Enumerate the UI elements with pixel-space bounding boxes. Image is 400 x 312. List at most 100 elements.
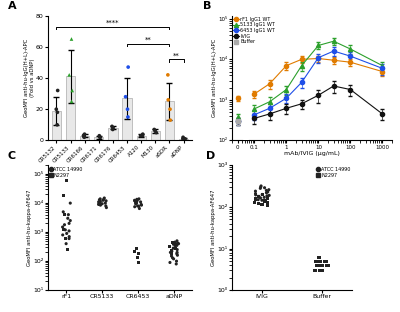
Bar: [122, 98, 132, 140]
Point: [252, 196, 259, 201]
Point: [134, 199, 140, 204]
Point: [61, 212, 68, 217]
Point: [136, 196, 142, 201]
Point: [64, 216, 71, 221]
Point: [68, 37, 75, 41]
Point: [263, 190, 270, 195]
Text: **: **: [145, 37, 152, 43]
Point: [258, 183, 264, 188]
Point: [264, 189, 271, 194]
Point: [61, 222, 68, 227]
Point: [132, 198, 138, 203]
Bar: [80, 136, 89, 140]
Point: [314, 259, 321, 264]
Point: [252, 191, 259, 196]
Point: [67, 201, 74, 206]
Point: [109, 124, 115, 129]
Point: [125, 65, 131, 70]
Point: [258, 185, 264, 190]
Point: [323, 259, 330, 264]
Point: [81, 135, 88, 140]
Point: [264, 193, 270, 198]
Point: [97, 196, 103, 201]
Point: [66, 221, 72, 226]
Point: [319, 268, 325, 273]
Point: [132, 204, 138, 209]
Point: [167, 107, 173, 112]
Point: [101, 196, 108, 201]
Point: [323, 259, 330, 264]
Bar: [108, 128, 118, 140]
Point: [54, 110, 60, 115]
Point: [66, 234, 72, 239]
Point: [138, 203, 145, 208]
Point: [314, 263, 320, 268]
Point: [170, 242, 177, 247]
Point: [133, 246, 140, 251]
Point: [96, 197, 103, 202]
Point: [136, 204, 142, 209]
Point: [110, 127, 116, 132]
Point: [59, 225, 66, 230]
Y-axis label: GeoMFI anti-hu-kappa-AF647: GeoMFI anti-hu-kappa-AF647: [211, 189, 216, 266]
Point: [261, 198, 268, 203]
Point: [252, 193, 259, 197]
Point: [318, 263, 324, 268]
Point: [63, 241, 69, 246]
Text: **: **: [173, 53, 180, 59]
Point: [132, 201, 139, 206]
Legend: rF1 IgG1 WT, 5133 IgG1 WT, 6453 IgG1 WT, IVIG, Buffer: rF1 IgG1 WT, 5133 IgG1 WT, 6453 IgG1 WT,…: [233, 17, 275, 45]
Point: [261, 185, 268, 190]
Point: [266, 193, 272, 198]
Point: [100, 145, 107, 150]
Point: [66, 72, 72, 77]
Point: [132, 249, 138, 254]
Point: [138, 133, 144, 138]
Text: ****: ****: [106, 20, 120, 26]
Bar: [94, 137, 104, 140]
Point: [96, 202, 102, 207]
Point: [170, 246, 176, 251]
Point: [312, 268, 318, 273]
Point: [255, 201, 261, 206]
Point: [132, 200, 139, 205]
Point: [60, 193, 66, 198]
Point: [173, 259, 180, 264]
Point: [62, 227, 68, 232]
Legend: ATCC 14990, N2297: ATCC 14990, N2297: [317, 167, 350, 178]
Point: [174, 238, 180, 243]
Point: [125, 115, 131, 119]
Point: [66, 228, 72, 233]
Point: [313, 259, 319, 264]
Point: [318, 263, 324, 268]
Text: A: A: [8, 1, 16, 11]
Point: [165, 72, 171, 77]
Point: [174, 253, 181, 258]
Y-axis label: GeoMFI anti-hu-IgG(H+L)-APC
(Fold vs aDNP): GeoMFI anti-hu-IgG(H+L)-APC (Fold vs aDN…: [24, 39, 34, 117]
Point: [132, 198, 138, 203]
Point: [60, 209, 66, 214]
Point: [257, 186, 264, 191]
Point: [139, 133, 146, 138]
Point: [140, 132, 146, 137]
Point: [256, 194, 262, 199]
Point: [252, 197, 258, 202]
Point: [134, 197, 140, 202]
Point: [168, 254, 175, 259]
Point: [136, 206, 142, 211]
Point: [96, 133, 102, 138]
Point: [153, 130, 160, 135]
Point: [69, 88, 75, 93]
Point: [173, 261, 180, 266]
Point: [182, 136, 188, 141]
Point: [322, 259, 328, 264]
Point: [63, 178, 70, 183]
Point: [167, 250, 174, 255]
Point: [103, 198, 109, 203]
Point: [174, 250, 180, 255]
Point: [315, 255, 321, 260]
Point: [266, 187, 272, 192]
Point: [97, 200, 103, 205]
Point: [165, 97, 172, 102]
Point: [134, 197, 141, 202]
